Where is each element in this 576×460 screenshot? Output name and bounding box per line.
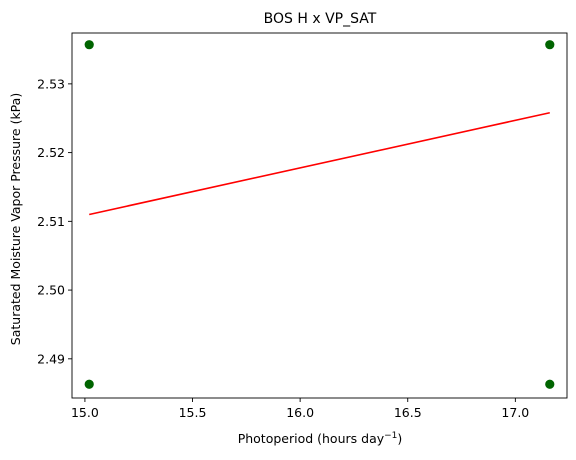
x-axis-label-main: Photoperiod (hours day [238,431,385,446]
scatter-point [545,379,555,389]
axes: 15.0 15.5 16.0 16.5 17.0 2.49 2.50 2.51 2.52 2.53 [37,32,568,420]
y-tick-label: 2.50 [37,283,65,298]
scatter-point [84,40,94,50]
y-axis-label: Saturated Moisture Vapor Pressure (kPa) [8,93,23,345]
x-tick-label: 15.5 [179,405,207,420]
y-tick-label: 2.53 [37,76,65,91]
chart-title: BOS H x VP_SAT [264,11,377,27]
x-axis-label: Photoperiod (hours day−1) [238,431,403,446]
x-tick-label: 16.5 [394,405,422,420]
y-tick-label: 2.51 [37,214,65,229]
x-axis-label-suffix: ) [397,431,402,446]
y-tick-label: 2.49 [37,351,65,366]
x-tick-label: 15.0 [71,405,99,420]
fit-line [89,111,550,216]
scatter-point [545,40,555,50]
y-tick-label: 2.52 [37,145,65,160]
x-tick-label: 17.0 [501,405,529,420]
x-axis-label-superscript: −1 [384,431,397,441]
plot-frame [71,32,568,399]
x-tick-label: 16.0 [286,405,314,420]
plot-area [84,40,555,389]
scatter-point [84,379,94,389]
